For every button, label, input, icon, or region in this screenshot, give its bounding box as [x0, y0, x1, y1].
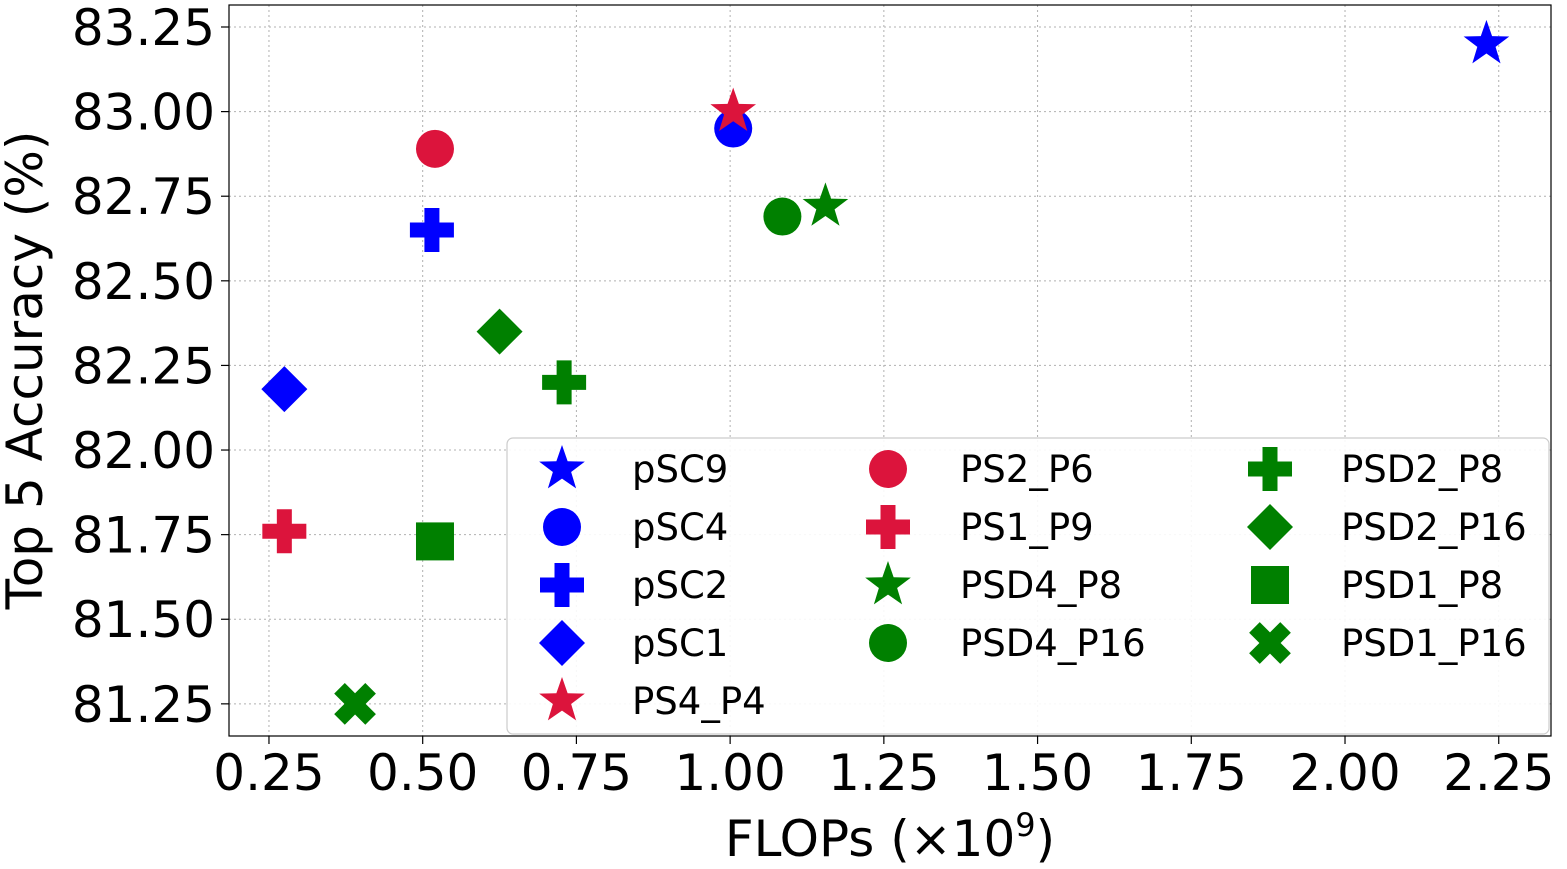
point-psd2-p16 [476, 308, 523, 355]
legend-psc9-marker [539, 445, 585, 489]
y-tick-label: 83.25 [72, 0, 215, 57]
legend-psc4-label: pSC4 [632, 506, 728, 549]
legend-ps2-p6-marker [869, 450, 907, 488]
legend-ps4-p4-marker [539, 677, 585, 721]
legend-ps2-p6-label: PS2_P6 [960, 448, 1094, 491]
legend-psd4-p8-marker [865, 561, 911, 605]
point-psd4-p16 [763, 197, 802, 236]
y-tick-label: 82.50 [72, 253, 215, 311]
legend-psc1-label: pSC1 [632, 622, 728, 665]
x-tick-label: 1.00 [674, 744, 785, 802]
legend-psd2-p16-marker [1247, 504, 1293, 550]
point-psc2 [409, 208, 454, 253]
legend-ps4-p4-label: PS4_P4 [632, 680, 766, 723]
legend-psd1-p8-label: PSD1_P8 [1341, 564, 1503, 607]
x-tick-label: 2.25 [1443, 744, 1554, 802]
legend-box [506, 437, 1550, 735]
legend-psd2-p8-marker [1248, 447, 1292, 491]
legend-psd4-p8-label: PSD4_P8 [960, 564, 1122, 607]
legend: pSC9 pSC4 pSC2 pSC1 PS4_P4 PS2_P6 PS1_P9 PSD4_P… [506, 437, 1550, 735]
y-axis-ticks: 81.25 81.50 81.75 82.00 82.25 82.50 82.75 83.00… [72, 0, 229, 734]
y-tick-label: 82.00 [72, 422, 215, 480]
point-psd1-p16 [334, 682, 376, 725]
y-tick-label: 81.25 [72, 676, 215, 734]
legend-psc9-label: pSC9 [632, 448, 728, 491]
legend-psd4-p16-label: PSD4_P16 [960, 622, 1146, 665]
legend-psd1-p16-label: PSD1_P16 [1341, 622, 1527, 665]
data-points [261, 19, 1510, 725]
legend-ps1-p9-label: PS1_P9 [960, 506, 1094, 549]
y-tick-label: 81.50 [72, 591, 215, 649]
x-tick-label: 0.50 [367, 744, 478, 802]
x-tick-label: 0.25 [213, 744, 324, 802]
point-ps4-p4 [710, 87, 757, 132]
point-psc9 [1463, 19, 1510, 64]
point-ps2-p6 [415, 129, 454, 168]
legend-psd1-p16-marker [1249, 622, 1291, 664]
legend-psc1-marker [539, 620, 585, 666]
legend-psc2-marker [540, 563, 584, 607]
legend-psd2-p16-label: PSD2_P16 [1341, 506, 1527, 549]
y-tick-label: 82.75 [72, 168, 215, 226]
y-tick-label: 81.75 [72, 507, 215, 565]
plot-frame [228, 4, 1552, 737]
legend-psc2-label: pSC2 [632, 564, 728, 607]
x-tick-label: 0.75 [521, 744, 632, 802]
legend-psc4-marker [543, 508, 581, 546]
x-tick-label: 2.00 [1289, 744, 1400, 802]
point-psd1-p16-shape [334, 682, 376, 725]
y-axis-title: Top 5 Accuracy (%) [0, 131, 54, 611]
x-tick-label: 1.75 [1136, 744, 1247, 802]
legend-psd2-p8-label: PSD2_P8 [1341, 448, 1503, 491]
y-tick-label: 82.25 [72, 337, 215, 395]
point-psc1 [261, 366, 308, 413]
x-tick-label: 1.25 [828, 744, 939, 802]
x-axis-ticks: 0.25 0.50 0.75 1.00 1.25 1.50 1.75 2.00 2.25 [213, 736, 1554, 802]
point-psd1-p8 [415, 522, 454, 561]
x-tick-label: 1.50 [982, 744, 1093, 802]
x-axis-title: FLOPs (×109) [725, 806, 1055, 868]
legend-psd4-p16-marker [869, 624, 907, 662]
point-ps1-p9 [262, 509, 307, 554]
legend-ps1-p9-marker [866, 505, 910, 549]
legend-psd1-p8-marker [1251, 566, 1289, 604]
legend-psd1-p16-marker-shape [1249, 622, 1291, 664]
y-tick-label: 83.00 [72, 84, 215, 142]
point-psd2-p8 [542, 360, 587, 405]
grid-lines [229, 5, 1551, 736]
point-psd4-p8 [802, 182, 849, 226]
